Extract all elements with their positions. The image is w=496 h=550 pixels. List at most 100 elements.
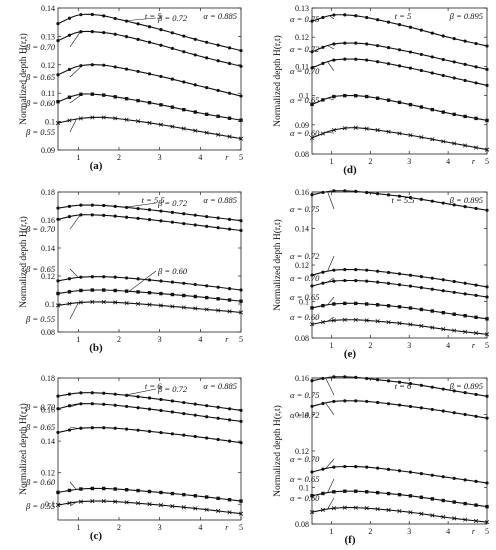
data-point xyxy=(147,396,152,400)
data-point xyxy=(239,118,243,122)
data-point xyxy=(216,114,220,118)
series-label: α = 0.72 xyxy=(290,410,320,420)
data-point xyxy=(56,394,60,398)
data-point xyxy=(216,297,220,301)
data-point xyxy=(159,279,163,283)
data-point xyxy=(397,272,402,276)
data-point xyxy=(227,510,232,515)
data-point xyxy=(124,289,129,293)
data-point xyxy=(485,118,489,123)
data-point xyxy=(56,100,60,104)
label-leader xyxy=(327,97,335,101)
data-point xyxy=(227,418,232,422)
data-point xyxy=(159,219,163,223)
data-point xyxy=(397,48,402,52)
data-point xyxy=(386,304,391,308)
data-point xyxy=(343,301,347,306)
x-tick-label: 5 xyxy=(239,153,243,162)
data-point xyxy=(182,293,186,298)
data-point xyxy=(135,301,141,306)
data-point xyxy=(158,503,164,508)
data-point xyxy=(55,120,61,126)
data-point xyxy=(125,427,129,431)
data-point xyxy=(332,13,336,17)
data-point xyxy=(193,494,197,498)
series-2: β = 0.65 xyxy=(25,63,243,98)
y-tick-label: 0.08 xyxy=(41,328,55,337)
data-point xyxy=(321,303,325,308)
y-tick-label: 0.08 xyxy=(295,334,309,343)
data-point xyxy=(67,392,72,396)
data-point xyxy=(310,193,314,197)
data-point xyxy=(78,499,83,504)
data-point xyxy=(332,268,336,272)
data-point xyxy=(193,213,197,217)
data-point xyxy=(216,508,221,514)
y-tick-label: 0.14 xyxy=(41,244,55,253)
data-point xyxy=(376,44,380,48)
y-axis-label: Normalized depth H(r,t) xyxy=(18,216,29,308)
series-label: β = 0.72 xyxy=(157,13,188,23)
x-axis-label: r xyxy=(472,527,476,536)
data-point xyxy=(216,285,220,289)
data-point xyxy=(102,391,106,395)
series-label: α = 0.65 xyxy=(290,95,319,105)
data-point xyxy=(397,508,402,514)
data-point xyxy=(376,269,380,273)
label-leader xyxy=(69,214,81,230)
data-point xyxy=(170,504,175,509)
y-tick-label: 0.1 xyxy=(45,500,55,509)
data-point xyxy=(386,98,391,102)
data-point xyxy=(310,470,314,474)
series-3: β = 0.60 xyxy=(25,92,243,122)
data-point xyxy=(343,13,347,17)
data-point xyxy=(484,332,490,337)
data-point xyxy=(365,42,369,46)
data-point xyxy=(79,426,83,430)
data-point xyxy=(441,289,445,293)
data-point xyxy=(365,268,369,272)
data-point xyxy=(376,378,380,382)
data-point xyxy=(343,57,347,61)
data-point xyxy=(430,71,434,75)
data-point xyxy=(430,309,435,313)
series-line xyxy=(57,301,242,313)
data-point xyxy=(397,131,402,136)
data-point xyxy=(227,439,232,443)
data-point xyxy=(430,497,435,501)
data-point xyxy=(147,40,152,44)
data-point xyxy=(90,115,95,120)
x-tick-label: 4 xyxy=(446,341,450,350)
data-point xyxy=(310,273,314,277)
data-point xyxy=(419,307,424,312)
series-1: β = 0.70 xyxy=(25,30,243,68)
data-point xyxy=(353,317,358,322)
data-point xyxy=(441,201,445,205)
data-point xyxy=(332,279,336,283)
data-point xyxy=(419,383,423,387)
data-point xyxy=(441,110,445,114)
data-point xyxy=(365,399,369,404)
data-point xyxy=(430,199,434,203)
data-point xyxy=(204,295,209,300)
data-point xyxy=(441,310,445,315)
x-tick-label: 1 xyxy=(329,527,333,536)
y-tick-label: 0.18 xyxy=(41,374,55,383)
data-point xyxy=(124,117,129,122)
data-point xyxy=(397,403,402,407)
data-point xyxy=(441,73,445,78)
data-point xyxy=(136,37,140,41)
data-point xyxy=(463,517,468,522)
data-point xyxy=(474,293,478,297)
data-point xyxy=(193,128,198,133)
series-label: β = 0.70 xyxy=(25,42,56,52)
label-leader xyxy=(327,277,335,283)
data-point xyxy=(67,290,72,294)
data-point xyxy=(216,88,220,93)
data-point xyxy=(216,132,221,137)
data-point xyxy=(79,275,83,279)
time-label: t = 5 xyxy=(145,11,162,21)
data-point xyxy=(90,12,94,17)
label-leader xyxy=(69,426,79,429)
data-point xyxy=(474,283,478,287)
